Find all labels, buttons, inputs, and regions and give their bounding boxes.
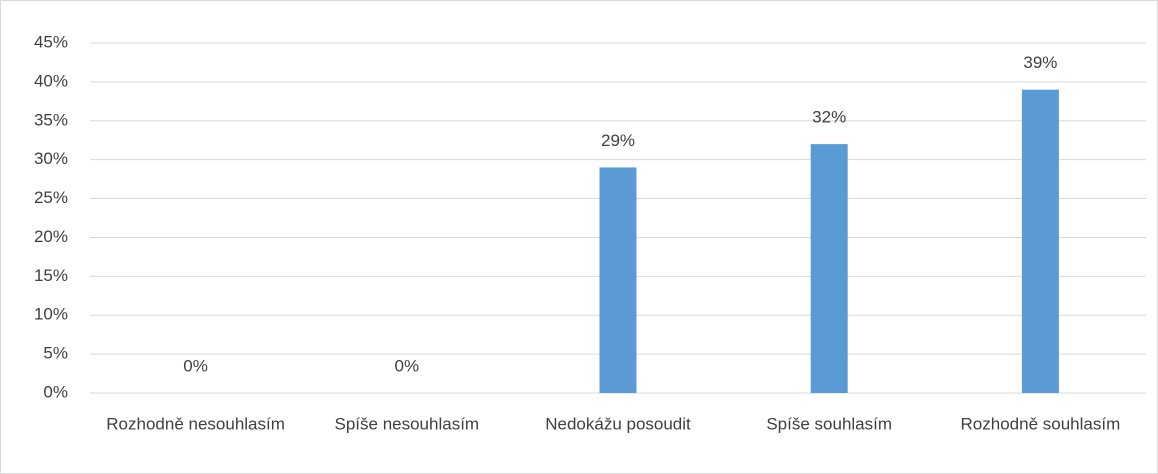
data-label: 0%: [183, 356, 208, 375]
y-tick-label: 30%: [34, 149, 68, 168]
y-tick-label: 35%: [34, 110, 68, 129]
data-label: 32%: [812, 108, 846, 127]
y-tick-label: 45%: [34, 32, 68, 51]
data-label: 39%: [1023, 53, 1057, 72]
y-tick-label: 25%: [34, 188, 68, 207]
x-tick-label: Rozhodně souhlasím: [961, 414, 1121, 433]
y-tick-label: 10%: [34, 305, 68, 324]
y-tick-label: 40%: [34, 71, 68, 90]
y-tick-label: 20%: [34, 227, 68, 246]
data-label: 0%: [395, 356, 420, 375]
data-label: 29%: [601, 131, 635, 150]
x-tick-label: Spíše nesouhlasím: [335, 414, 480, 433]
x-tick-label: Spíše souhlasím: [766, 414, 892, 433]
y-tick-label: 0%: [43, 382, 68, 401]
x-tick-label: Rozhodně nesouhlasím: [106, 414, 285, 433]
bar: [810, 144, 848, 393]
y-tick-label: 15%: [34, 266, 68, 285]
y-tick-label: 5%: [43, 344, 68, 363]
bar: [1021, 89, 1059, 394]
bar: [599, 167, 637, 393]
x-tick-label: Nedokážu posoudit: [545, 414, 691, 433]
